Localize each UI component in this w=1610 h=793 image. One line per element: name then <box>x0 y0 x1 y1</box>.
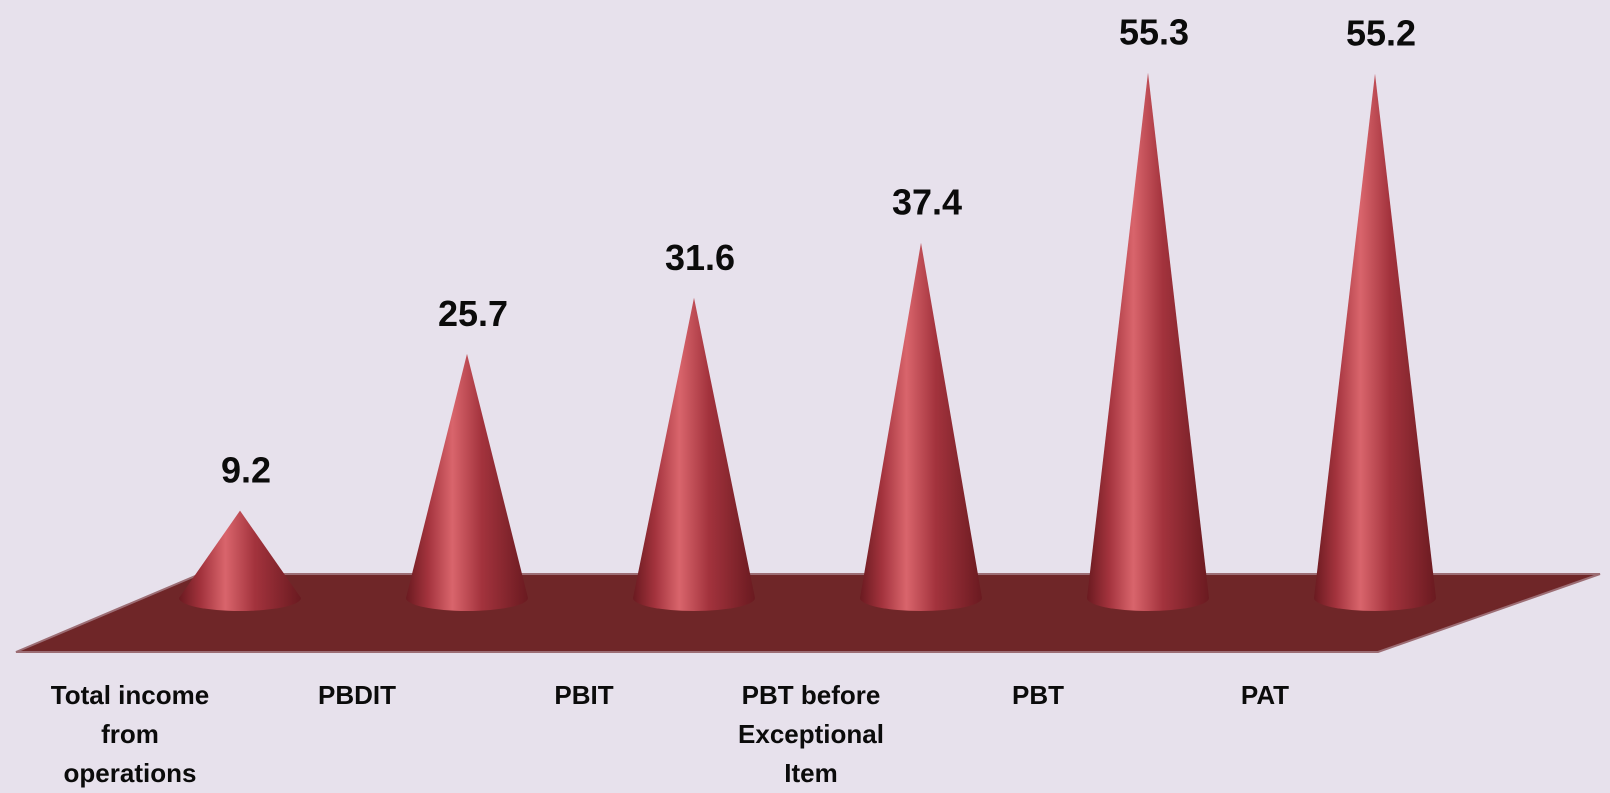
cone-mark <box>179 510 301 611</box>
category-tick-label: PAT <box>1241 680 1289 710</box>
cone-mark <box>406 353 528 611</box>
category-tick-label: PBDIT <box>318 680 396 710</box>
data-label: 9.2 <box>221 450 271 491</box>
cone-body <box>179 510 301 611</box>
data-label: 37.4 <box>892 182 962 223</box>
cone-body <box>1314 73 1436 612</box>
cone-body <box>406 353 528 611</box>
chart-marks-layer <box>179 72 1436 612</box>
chart-labels-layer: 9.2 Total income from operations 25.7 PBDIT 31… <box>51 12 1416 788</box>
data-label: 55.2 <box>1346 13 1416 54</box>
cone-body <box>860 242 982 611</box>
category-tick-label: PBT <box>1012 680 1064 710</box>
category-tick-label: PBT before Exceptional Item <box>738 680 884 788</box>
data-label: 25.7 <box>438 293 508 334</box>
cone-mark <box>860 242 982 611</box>
category-tick-label: Total income from operations <box>51 680 209 788</box>
cone-mark <box>633 297 755 611</box>
cone-body <box>1087 72 1209 611</box>
data-label: 55.3 <box>1119 12 1189 53</box>
category-tick-label: PBIT <box>554 680 613 710</box>
cone-mark <box>1087 72 1209 611</box>
cone-mark <box>1314 73 1436 612</box>
data-label: 31.6 <box>665 237 735 278</box>
cone-body <box>633 297 755 611</box>
